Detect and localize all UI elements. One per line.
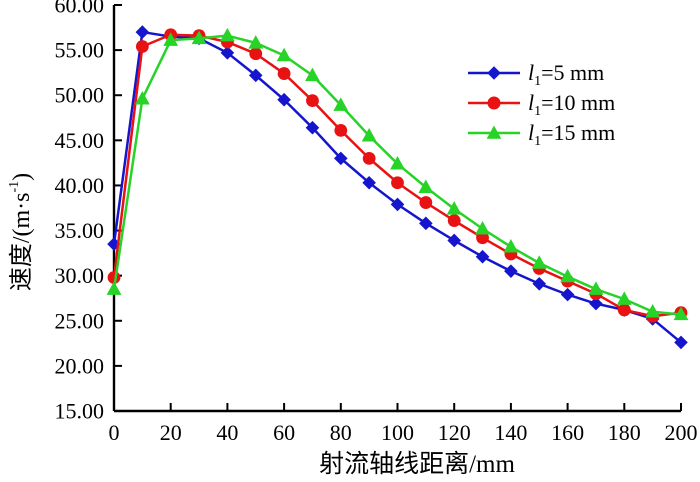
- y-tick-label: 25.00: [55, 308, 105, 333]
- diamond-marker-icon: [475, 249, 490, 264]
- triangle-marker-icon: [475, 220, 490, 235]
- legend-item-l1-10mm: l1=10 mm: [468, 90, 615, 119]
- circle-marker-icon: [249, 47, 263, 61]
- circle-marker-icon: [447, 214, 461, 228]
- diamond-marker-icon: [560, 287, 575, 302]
- x-tick-label: 0: [109, 420, 120, 445]
- circle-marker-icon: [334, 124, 348, 137]
- triangle-marker-icon: [163, 32, 179, 46]
- diamond-marker-icon: [674, 335, 688, 350]
- y-axis-title: 速度/(m·s-1): [7, 173, 36, 291]
- y-tick-label: 60.00: [55, 0, 105, 18]
- x-tick-label: 160: [551, 420, 584, 445]
- diamond-marker-icon: [220, 46, 235, 60]
- y-tick-label: 20.00: [55, 353, 105, 378]
- triangle-marker-icon: [276, 47, 292, 62]
- diamond-marker-icon: [532, 276, 547, 291]
- circle-marker-icon: [277, 67, 291, 80]
- diamond-marker-icon: [504, 264, 518, 278]
- diamond-marker-icon: [305, 120, 320, 135]
- triangle-marker-icon: [560, 268, 575, 283]
- circle-marker-icon: [419, 196, 433, 209]
- diamond-marker-icon: [419, 216, 433, 231]
- diamond-marker-icon: [248, 68, 263, 83]
- circle-marker-icon: [135, 40, 149, 53]
- y-tick-label: 50.00: [55, 83, 105, 108]
- y-tick-label: 30.00: [55, 263, 105, 288]
- series-layer: [106, 25, 689, 350]
- diamond-marker-icon: [487, 66, 501, 80]
- legend-label: l1=5 mm: [528, 60, 604, 89]
- diamond-marker-icon: [334, 151, 348, 166]
- y-tick-label: 35.00: [55, 218, 105, 243]
- diamond-marker-icon: [277, 92, 291, 107]
- x-tick-label: 200: [665, 420, 698, 445]
- diamond-marker-icon: [447, 233, 461, 248]
- legend-item-l1-5mm: l1=5 mm: [468, 60, 604, 89]
- triangle-marker-icon: [390, 155, 405, 170]
- triangle-marker-icon: [248, 35, 264, 49]
- diamond-marker-icon: [362, 175, 376, 190]
- circle-marker-icon: [306, 94, 319, 108]
- triangle-marker-icon: [333, 97, 349, 111]
- y-tick-label: 55.00: [55, 38, 105, 63]
- circle-marker-icon: [487, 96, 501, 110]
- legend-label: l1=15 mm: [528, 120, 615, 149]
- circle-marker-icon: [476, 231, 489, 245]
- x-tick-label: 40: [216, 420, 238, 445]
- legend-item-l1-15mm: l1=15 mm: [468, 120, 615, 149]
- diamond-marker-icon: [390, 197, 405, 212]
- axes: 60.00 55.00 50.00 45.00 40.00 35.00 30.00 25.00…: [55, 0, 698, 445]
- y-tick-label: 45.00: [55, 128, 105, 153]
- triangle-marker-icon: [673, 306, 689, 321]
- y-tick-label: 15.00: [55, 399, 105, 424]
- circle-marker-icon: [391, 176, 404, 190]
- x-tick-label: 180: [608, 420, 641, 445]
- legend-label: l1=10 mm: [528, 90, 615, 119]
- triangle-marker-icon: [616, 291, 632, 305]
- x-tick-label: 20: [160, 420, 182, 445]
- x-axis-title: 射流轴线距离/mm: [319, 450, 515, 478]
- triangle-marker-icon: [531, 255, 547, 269]
- triangle-marker-icon: [134, 91, 150, 105]
- y-tick-label: 40.00: [55, 173, 105, 198]
- triangle-marker-icon: [588, 281, 604, 295]
- triangle-marker-icon: [220, 27, 235, 42]
- x-tick-label: 100: [381, 420, 414, 445]
- legend: l1=5 mm l1=10 mm l1=15 mm: [468, 60, 615, 149]
- series-l1-15mm: [106, 27, 689, 321]
- triangle-marker-icon: [191, 30, 207, 45]
- triangle-marker-icon: [305, 67, 320, 82]
- triangle-marker-icon: [645, 303, 661, 318]
- x-tick-label: 80: [330, 420, 352, 445]
- circle-marker-icon: [617, 303, 631, 317]
- x-tick-label: 140: [494, 420, 527, 445]
- x-tick-label: 60: [273, 420, 295, 445]
- triangle-marker-icon: [486, 125, 502, 139]
- circle-marker-icon: [362, 151, 376, 165]
- triangle-marker-icon: [106, 281, 122, 295]
- x-tick-label: 120: [438, 420, 471, 445]
- diamond-marker-icon: [135, 25, 150, 39]
- triangle-marker-icon: [503, 238, 519, 253]
- triangle-marker-icon: [446, 201, 462, 215]
- diamond-marker-icon: [589, 296, 603, 311]
- triangle-marker-icon: [418, 179, 434, 193]
- triangle-marker-icon: [361, 128, 377, 142]
